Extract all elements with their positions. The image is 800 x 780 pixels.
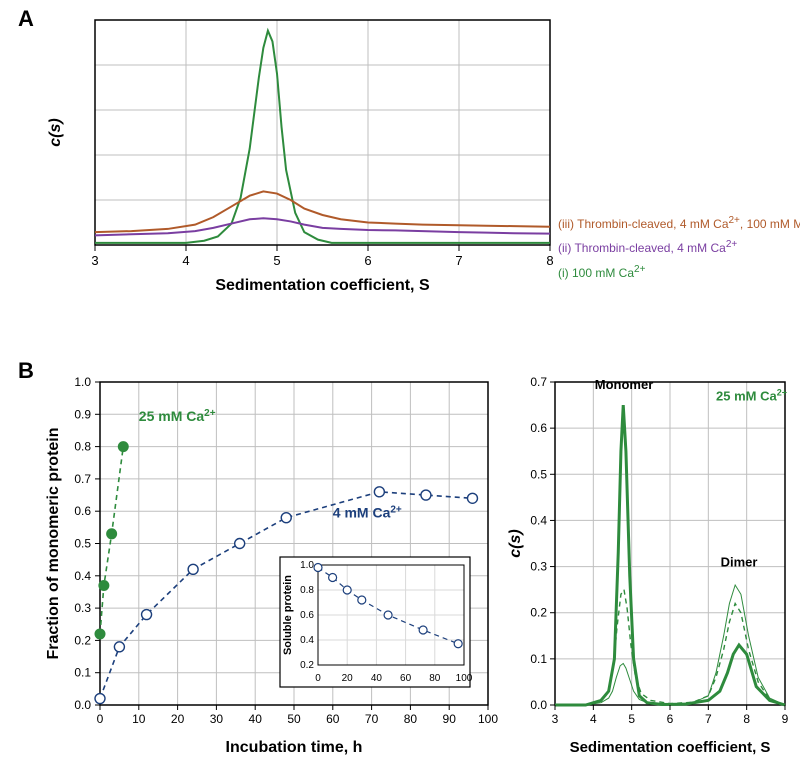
panel-a-chart: 3 4 5 6 7 8 Sedimentation coefficient, S c(s) (40, 10, 560, 300)
svg-text:7: 7 (705, 712, 712, 726)
svg-text:0.8: 0.8 (74, 440, 91, 454)
svg-text:90: 90 (443, 712, 457, 726)
svg-text:60: 60 (400, 673, 412, 684)
svg-text:100: 100 (478, 712, 498, 726)
svg-text:20: 20 (171, 712, 185, 726)
svg-text:0.7: 0.7 (74, 472, 91, 486)
svg-text:100: 100 (456, 673, 473, 684)
svg-text:50: 50 (287, 712, 301, 726)
svg-text:c(s): c(s) (507, 529, 524, 557)
panel-a-label: A (18, 6, 34, 32)
svg-text:25 mM Ca2+: 25 mM Ca2+ (139, 407, 216, 424)
svg-text:6: 6 (364, 253, 371, 268)
svg-text:Soluble protein: Soluble protein (282, 575, 294, 655)
svg-text:0.1: 0.1 (74, 666, 91, 680)
svg-text:0.6: 0.6 (300, 610, 314, 621)
svg-text:0: 0 (315, 673, 321, 684)
svg-text:5: 5 (273, 253, 280, 268)
svg-text:c(s): c(s) (47, 118, 64, 146)
svg-text:0.9: 0.9 (74, 407, 91, 421)
panel-b-left-chart: 0 10 20 30 40 50 60 70 80 90 100 0.0 0.1 0.2 0.3 0.4 0.5… (40, 370, 500, 760)
svg-text:0.7: 0.7 (530, 375, 547, 389)
svg-text:0.3: 0.3 (74, 601, 91, 615)
svg-text:80: 80 (404, 712, 418, 726)
svg-text:Incubation time, h: Incubation time, h (226, 739, 363, 756)
svg-text:0.0: 0.0 (530, 698, 547, 712)
svg-text:Fraction of monomeric protein: Fraction of monomeric protein (45, 427, 62, 659)
svg-text:0.6: 0.6 (74, 504, 91, 518)
svg-text:0: 0 (97, 712, 104, 726)
svg-text:1.0: 1.0 (300, 560, 314, 571)
panel-b-right-chart: 3 4 5 6 7 8 9 0.0 0.1 0.2 0.3 0.4 0.5 0.6 0.7 Sedimenta… (505, 370, 795, 760)
panel-b-label: B (18, 358, 34, 384)
svg-text:0.2: 0.2 (74, 633, 91, 647)
svg-text:Sedimentation coefficient, S: Sedimentation coefficient, S (215, 277, 430, 294)
svg-text:0.4: 0.4 (300, 635, 314, 646)
svg-text:3: 3 (91, 253, 98, 268)
series-label-iii: (iii) Thrombin-cleaved, 4 mM Ca2+, 100 m… (558, 215, 800, 231)
svg-text:9: 9 (782, 712, 789, 726)
svg-text:0.6: 0.6 (530, 421, 547, 435)
svg-text:30: 30 (210, 712, 224, 726)
svg-text:0.5: 0.5 (530, 467, 547, 481)
series-label-i: (i) 100 mM Ca2+ (558, 264, 800, 280)
svg-text:25 mM Ca2+: 25 mM Ca2+ (716, 387, 787, 403)
svg-text:0.1: 0.1 (530, 652, 547, 666)
svg-text:20: 20 (342, 673, 354, 684)
svg-text:4 mM Ca2+: 4 mM Ca2+ (333, 504, 402, 521)
svg-text:60: 60 (326, 712, 340, 726)
svg-text:70: 70 (365, 712, 379, 726)
svg-text:8: 8 (546, 253, 553, 268)
svg-text:40: 40 (371, 673, 383, 684)
svg-text:8: 8 (743, 712, 750, 726)
svg-text:0.4: 0.4 (74, 569, 91, 583)
series-label-ii: (ii) Thrombin-cleaved, 4 mM Ca2+ (558, 239, 800, 255)
svg-text:0.0: 0.0 (74, 698, 91, 712)
svg-text:0.8: 0.8 (300, 585, 314, 596)
svg-text:0.2: 0.2 (300, 660, 314, 671)
svg-text:0.5: 0.5 (74, 537, 91, 551)
svg-text:Dimer: Dimer (721, 555, 758, 570)
svg-text:10: 10 (132, 712, 146, 726)
svg-text:1.0: 1.0 (74, 375, 91, 389)
svg-text:Monomer: Monomer (595, 377, 654, 392)
svg-text:40: 40 (249, 712, 263, 726)
svg-text:7: 7 (455, 253, 462, 268)
svg-text:0.4: 0.4 (530, 513, 547, 527)
svg-text:80: 80 (429, 673, 441, 684)
svg-text:0.2: 0.2 (530, 606, 547, 620)
svg-text:3: 3 (552, 712, 559, 726)
svg-text:0.3: 0.3 (530, 560, 547, 574)
svg-text:4: 4 (182, 253, 189, 268)
svg-text:Sedimentation coefficient, S: Sedimentation coefficient, S (570, 739, 771, 756)
svg-text:4: 4 (590, 712, 597, 726)
svg-text:5: 5 (628, 712, 635, 726)
panel-a-series-labels: (iii) Thrombin-cleaved, 4 mM Ca2+, 100 m… (558, 215, 800, 280)
figure: A 3 4 5 6 7 8 Sedimentation coefficient, S c(s)… (0, 0, 800, 780)
svg-text:6: 6 (667, 712, 674, 726)
